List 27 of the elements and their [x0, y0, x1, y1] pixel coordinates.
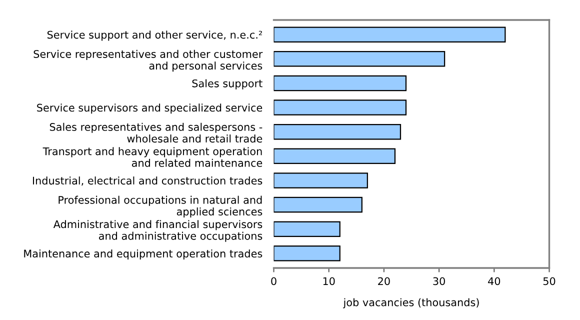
x-tick-label: 30	[433, 277, 445, 286]
x-tick-label: 0	[271, 277, 276, 286]
y-tick-label: Service support and other service, n.e.c.²	[47, 30, 262, 41]
y-tick-label: Service representatives and other customer and personal services	[34, 50, 263, 72]
y-tick-label: Service supervisors and specialized service	[37, 104, 262, 114]
x-tick-label: 40	[488, 277, 500, 286]
bar	[274, 100, 407, 116]
bar	[274, 148, 396, 164]
y-tick-label: Sales representatives and salespersons - wholesale and retail trade	[50, 122, 262, 143]
bar	[274, 196, 362, 213]
x-tick-label: 10	[323, 277, 335, 286]
x-tick-label: 20	[378, 277, 390, 286]
y-tick-label: Transport and heavy equipment operation and related maintenance	[42, 147, 262, 167]
x-axis-title: job vacancies (thousands)	[343, 298, 479, 308]
bar	[274, 221, 340, 237]
y-tick-label: Professional occupations in natural and applied sciences	[58, 196, 262, 218]
bar	[274, 51, 446, 67]
bar	[274, 172, 368, 188]
bar	[274, 124, 402, 140]
bar	[274, 246, 340, 262]
bar	[274, 75, 407, 92]
x-tick-label: 50	[543, 277, 556, 286]
y-tick-label: Industrial, electrical and construction trades	[32, 176, 262, 186]
bar	[274, 26, 506, 42]
y-tick-label: Maintenance and equipment operation trades	[24, 249, 262, 260]
y-tick-label: Administrative and financial supervisors and administrative occupations	[53, 220, 262, 242]
y-tick-label: Sales support	[192, 79, 262, 90]
